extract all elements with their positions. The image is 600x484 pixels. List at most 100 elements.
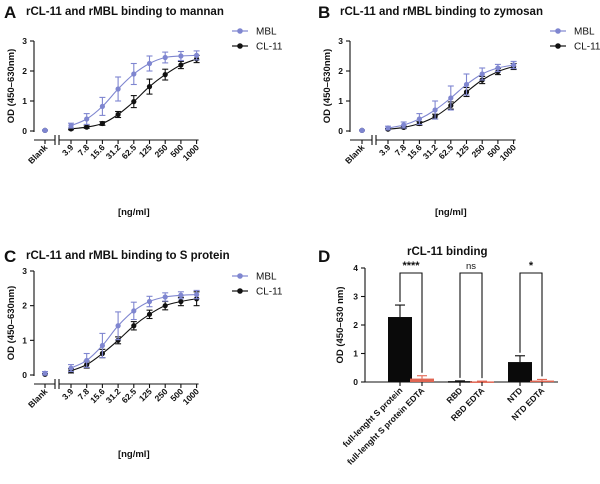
panel-c-legend-mbl-label: MBL [256,272,277,283]
panel-c-y-tick-label: 3 [22,266,27,276]
panel-a-mbl-point [162,54,168,61]
panel-a-cl11-point [115,111,121,118]
panel-b-letter: B [318,3,330,22]
panel-c-title: rCL-11 and rMBL binding to S protein [26,250,230,262]
panel-a-x-tick-label: 125 [137,142,154,159]
panel-c-cl11-point [115,337,121,343]
panel-d-title: rCL-11 binding [407,246,488,258]
panel-c-legend-cl11-marker [237,288,243,294]
panel-a-cl11-point [146,84,153,90]
panel-a-legend-mbl-label: MBL [256,27,277,38]
panel-a-cl11-point [162,72,168,78]
panel-d-y-tick-label: 1 [353,349,358,359]
panel-c-x-tick-label: 3.9 [60,386,76,402]
panel-b-title: rCL-11 and rMBL binding to zymosan [340,6,543,18]
panel-a-legend-cl11-label: CL-11 [256,42,283,53]
panel-b-x-tick-label: 15.6 [405,142,424,161]
panel-a-x-tick-label: 3.9 [60,142,76,158]
panel-d-y-tick-label: 0 [353,377,358,387]
panel-b-y-tick-label: 2 [338,66,343,76]
panel-d-significance-bracket [459,272,483,379]
panel-a-cl11-point [178,62,184,68]
panel-b-x-axis-label: [ng/ml] [435,207,467,218]
panel-a-cl11-point [84,124,90,130]
panel-d-bar [388,317,412,382]
panel-d-significance-bracket [519,272,543,377]
panel-b-x-tick-label: 250 [470,142,487,159]
panel-b-mbl-point [416,116,422,122]
panel-a-title: rCL-11 and rMBL binding to mannan [26,6,224,18]
panel-b-legend-mbl-label: MBL [574,27,595,38]
panel-b-mbl-point [385,125,391,131]
panel-c-x-tick-label: 1000 [181,386,202,407]
panel-d-significance-label: **** [402,260,420,272]
panel-a-legend-mbl-marker [237,28,243,34]
panel-c-mbl-point [99,342,105,349]
panel-a-x-tick-label: 31.2 [104,142,123,161]
panel-b-x-tick-label: 125 [454,142,471,159]
panel-a-x-tick-label: 62.5 [119,142,138,161]
panel-b-mbl-point [448,95,454,101]
panel-b-y-tick-label: 0 [338,126,343,136]
panel-b-mbl-point [401,122,407,128]
panel-c-mbl-point [84,357,90,364]
panel-d-bar [530,380,554,383]
panel-c-cl11-point [146,311,153,317]
panel-b-x-tick-label: 1000 [498,142,519,163]
panel-a-mbl-point [42,127,48,133]
panel-c-y-tick-label: 1 [22,335,27,345]
panel-b-y-axis-label: OD (450–630nm) [322,49,333,123]
panel-b-y-tick-label: 1 [338,96,343,106]
panel-c-y-tick-label: 2 [22,301,27,311]
panel-b-mbl-point [479,71,485,77]
panel-d-bar [410,378,434,382]
panel-a-legend-cl11-marker [237,43,243,49]
panel-a-x-axis-label: [ng/ml] [118,207,150,218]
panel-a-x-tick-label: Blank [26,142,50,166]
panel-d-significance-bracket [399,272,423,373]
panel-a-x-tick-label: 1000 [181,142,202,163]
panel-d-y-axis-label: OD (450–630 nm) [335,286,346,363]
panel-c-legend-mbl-marker [237,273,243,279]
panel-a-y-tick-label: 1 [22,96,27,106]
panel-b-y-tick-label: 3 [338,36,343,46]
panel-c-x-tick-label: 15.6 [88,386,107,405]
panel-b-x-tick-label: 62.5 [436,142,455,161]
panel-b-x-tick-label: Blank [343,142,367,166]
panel-c-mbl-point [178,292,184,298]
panel-c-mbl-point [194,291,200,298]
panel-c-cl11-point [162,303,168,309]
panel-c-x-axis-label: [ng/ml] [118,449,150,460]
panel-d-bar [508,362,532,382]
panel-a-cl11-point [99,120,105,127]
panel-c-mbl-point [115,323,121,329]
panel-a-y-tick-label: 3 [22,36,27,46]
panel-d-y-tick-label: 3 [353,292,358,302]
panel-a-mbl-point [115,86,121,92]
panel-c-x-tick-label: 62.5 [119,386,138,405]
panel-d-bar [448,381,472,383]
panel-c-mbl-point [162,294,168,300]
panel-b-mbl-point [463,81,470,88]
panel-d-significance-label: * [529,260,534,272]
panel-b-legend-cl11-marker [555,43,561,49]
panel-a-mbl-point [84,116,90,122]
panel-a-y-axis-label: OD (450–630nm) [6,49,17,123]
panel-c-cl11-point [178,298,184,305]
panel-b-x-tick-label: 3.9 [377,142,393,158]
panel-c-mbl-point [131,308,137,314]
panel-a-letter: A [4,3,16,22]
panel-b-legend-cl11-label: CL-11 [574,42,600,53]
panel-d-significance-label: ns [466,261,476,272]
panel-a-x-tick-label: 15.6 [88,142,107,161]
panel-c-mbl-point [42,370,48,376]
panel-b-mbl-point [359,127,365,133]
panel-c-x-tick-label: Blank [26,386,50,410]
panel-a-mbl-point [99,103,105,109]
panel-c-x-tick-label: 31.2 [104,386,123,405]
panel-b-x-tick-label: 31.2 [421,142,440,161]
